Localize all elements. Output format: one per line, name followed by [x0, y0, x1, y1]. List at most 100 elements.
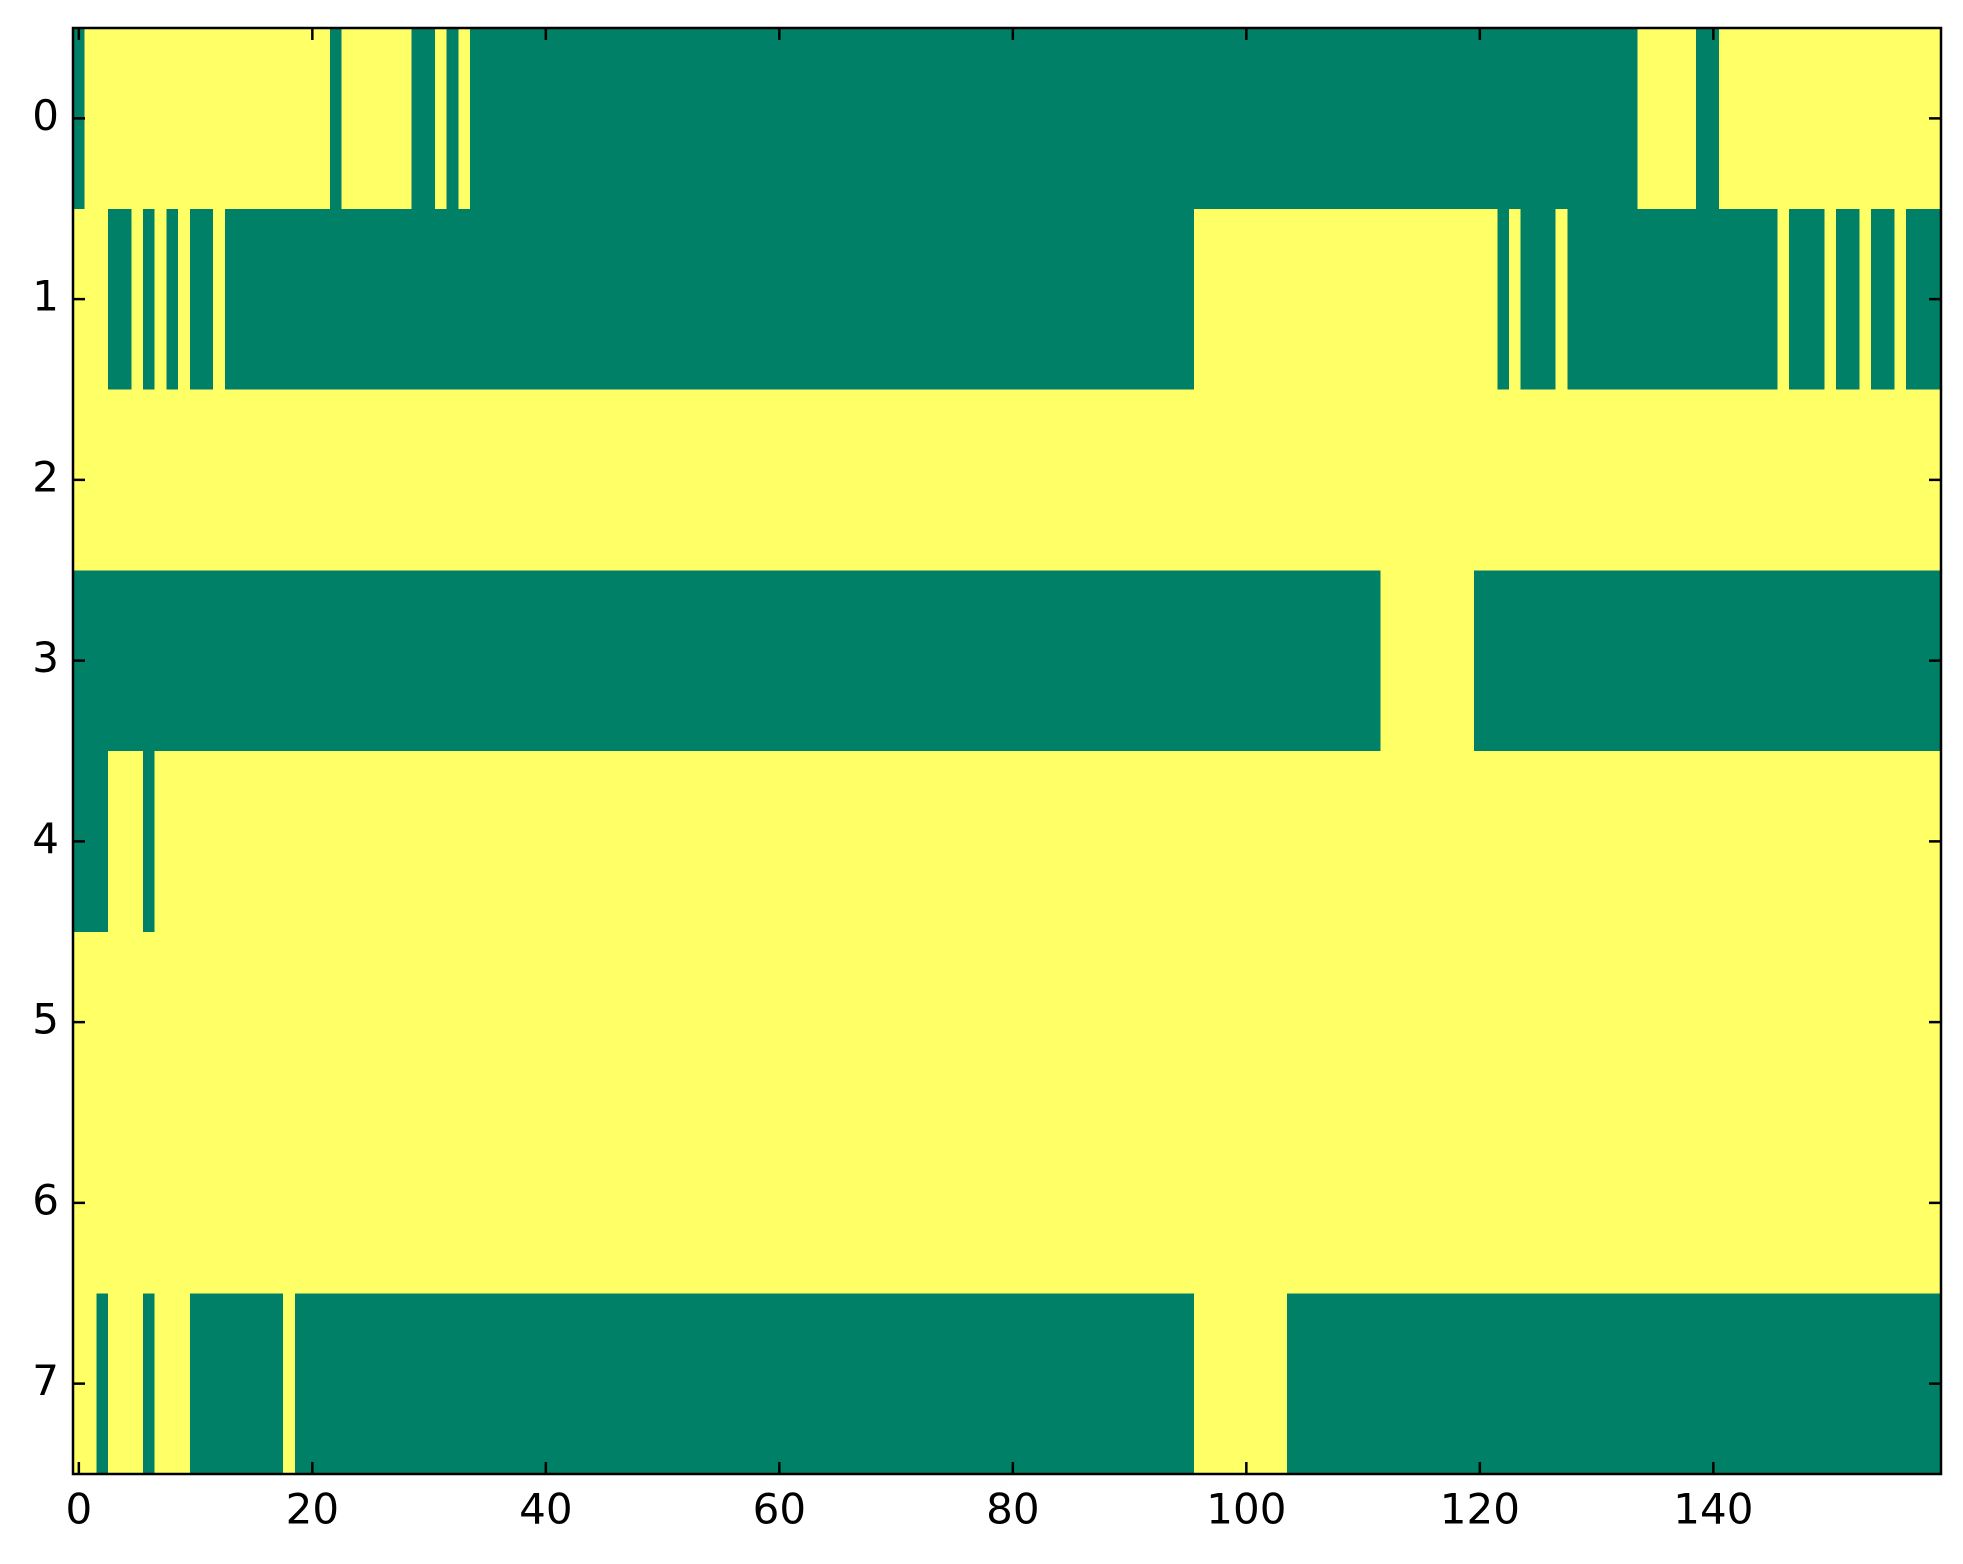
- cell: [1217, 1293, 1230, 1475]
- cell: [925, 28, 938, 210]
- cell: [1403, 389, 1417, 571]
- cell: [434, 28, 448, 210]
- cell: [703, 570, 716, 752]
- cell: [563, 570, 576, 752]
- cell: [1065, 570, 1078, 752]
- cell: [528, 208, 541, 390]
- cell: [1462, 570, 1475, 752]
- x-tick-label: 80: [986, 1485, 1039, 1534]
- cell: [796, 1293, 810, 1475]
- cell: [1450, 208, 1463, 390]
- cell: [1275, 1293, 1288, 1475]
- cell: [1497, 751, 1510, 933]
- cell: [388, 1112, 401, 1294]
- cell: [248, 1112, 261, 1294]
- cell: [1847, 751, 1860, 933]
- cell: [691, 1112, 704, 1294]
- cell: [84, 570, 97, 752]
- x-tick-label: 40: [519, 1485, 572, 1534]
- cell: [785, 1112, 798, 1294]
- cell: [773, 1112, 786, 1294]
- cell: [1100, 931, 1113, 1113]
- cell: [376, 389, 389, 571]
- cell: [1567, 389, 1580, 571]
- cell: [271, 389, 284, 571]
- cell: [1438, 389, 1452, 571]
- cell: [84, 208, 97, 390]
- cell: [1205, 570, 1218, 752]
- cell: [1158, 1293, 1171, 1475]
- cell: [1263, 208, 1277, 390]
- cell: [586, 1293, 599, 1475]
- cell: [1754, 751, 1767, 933]
- cell: [761, 1293, 774, 1475]
- cell: [1380, 28, 1393, 210]
- cell: [820, 751, 833, 933]
- cell: [423, 1112, 436, 1294]
- cell: [1240, 931, 1253, 1113]
- cell: [528, 1293, 541, 1475]
- cell: [318, 1112, 331, 1294]
- cell: [1520, 208, 1533, 390]
- cell: [434, 1293, 448, 1475]
- cell: [1824, 751, 1837, 933]
- cell: [1135, 208, 1148, 390]
- cell: [1275, 1112, 1288, 1294]
- cell: [1859, 570, 1872, 752]
- cell: [633, 389, 646, 571]
- cell: [1509, 28, 1522, 210]
- cell: [796, 570, 810, 752]
- cell: [645, 751, 658, 933]
- cell: [1859, 1293, 1872, 1475]
- cell: [1135, 1293, 1148, 1475]
- y-tick-label: 5: [32, 995, 59, 1044]
- cell: [236, 208, 249, 390]
- cell: [761, 751, 774, 933]
- cell: [621, 751, 634, 933]
- cell: [1333, 931, 1347, 1113]
- cell: [96, 28, 109, 210]
- cell: [1252, 570, 1265, 752]
- cell: [761, 28, 774, 210]
- cell: [1602, 389, 1615, 571]
- cell: [1532, 570, 1545, 752]
- cell: [528, 931, 541, 1113]
- cell: [341, 389, 354, 571]
- cell: [1287, 570, 1300, 752]
- cell: [1485, 1112, 1498, 1294]
- cell: [1917, 1293, 1930, 1475]
- cell: [948, 389, 961, 571]
- cell: [388, 208, 401, 390]
- cell: [936, 1112, 950, 1294]
- cell: [890, 1293, 903, 1475]
- cell: [1800, 1112, 1814, 1294]
- cell: [925, 1293, 938, 1475]
- cell: [1532, 389, 1545, 571]
- cell: [259, 208, 272, 390]
- cell: [936, 931, 950, 1113]
- cell: [1742, 208, 1755, 390]
- cell: [1403, 1293, 1417, 1475]
- cell: [1462, 1293, 1475, 1475]
- cell: [446, 751, 459, 933]
- cell: [633, 1112, 646, 1294]
- cell: [855, 570, 868, 752]
- cell: [1182, 570, 1195, 752]
- cell: [540, 751, 553, 933]
- cell: [1905, 28, 1919, 210]
- cell: [1298, 570, 1312, 752]
- cell: [353, 389, 366, 571]
- cell: [586, 931, 599, 1113]
- cell: [1590, 389, 1603, 571]
- cell: [1007, 28, 1020, 210]
- cell: [925, 389, 938, 571]
- cell: [423, 570, 436, 752]
- cell: [1287, 1112, 1300, 1294]
- cell: [131, 751, 144, 933]
- cell: [329, 208, 343, 390]
- cell: [785, 28, 798, 210]
- cell: [1847, 1293, 1860, 1475]
- cell: [458, 751, 471, 933]
- cell: [1030, 389, 1043, 571]
- cell: [1555, 1112, 1568, 1294]
